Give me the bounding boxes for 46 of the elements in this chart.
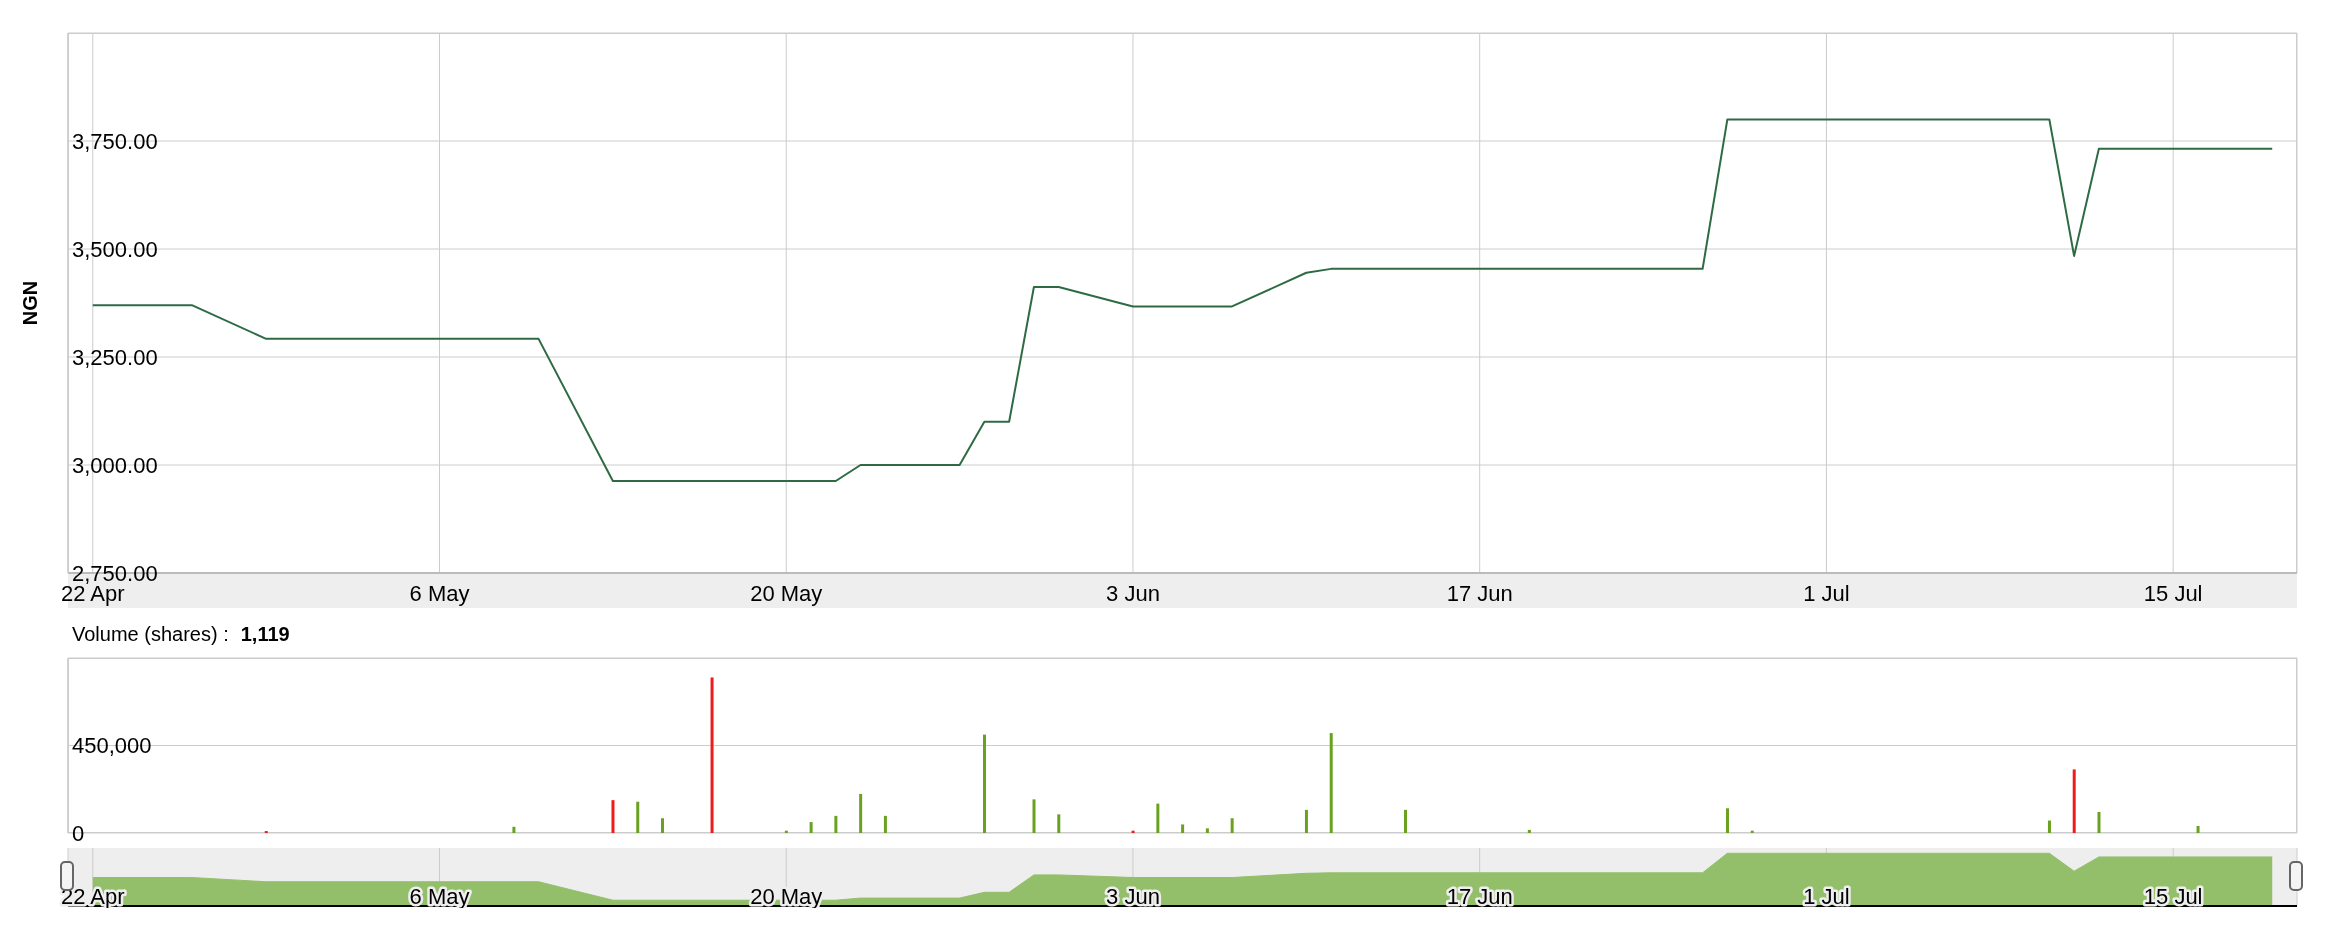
bar	[982, 734, 986, 833]
y-axis-title: NGN	[18, 280, 42, 326]
bar	[1725, 808, 1729, 833]
bar	[1304, 809, 1308, 833]
bar	[2196, 826, 2200, 833]
x-tick-label: 1 Jul	[1803, 884, 1850, 909]
y-tick-label: 450,000	[72, 733, 152, 759]
x-tick-label: 20 May	[750, 581, 823, 606]
bar	[710, 677, 714, 833]
x-tick-label: 3 Jun	[1106, 884, 1160, 909]
x-tick-label: 17 Jun	[1446, 581, 1513, 606]
x-tick-label: 6 May	[409, 581, 470, 606]
x-tick-label: 17 Jun	[1446, 884, 1513, 909]
x-tick-label: 1 Jul	[1803, 581, 1850, 606]
x-tick-label: 15 Jul	[2143, 581, 2203, 606]
bar	[2047, 820, 2051, 833]
bar	[2072, 769, 2076, 833]
bar	[1032, 799, 1036, 833]
text: 1,119	[240, 623, 290, 645]
bar	[1404, 809, 1408, 833]
x-tick-label: 3 Jun	[1106, 581, 1160, 606]
bar	[512, 826, 516, 833]
bar	[1230, 818, 1234, 833]
bar	[1057, 814, 1061, 833]
chart-title: Volume (shares) :	[72, 623, 229, 645]
y-tick-label: 3,000.00	[72, 452, 158, 478]
bar	[2097, 812, 2101, 833]
bar	[1527, 829, 1531, 833]
x-tick-label: 15 Jul	[2143, 884, 2203, 909]
bar	[859, 793, 863, 833]
x-tick-label: 6 May	[409, 884, 470, 909]
bar	[1329, 733, 1333, 833]
bar	[1205, 828, 1209, 833]
y-tick-label: 3,750.00	[72, 128, 158, 154]
bar	[883, 815, 887, 833]
bar	[1181, 824, 1185, 833]
bar	[1156, 803, 1160, 833]
y-tick-label: 2,750.00	[72, 560, 158, 586]
y-tick-label: 3,500.00	[72, 236, 158, 262]
bar	[661, 818, 665, 833]
y-tick-label: 3,250.00	[72, 344, 158, 370]
bar	[611, 800, 615, 833]
bar	[834, 815, 838, 833]
bar	[636, 801, 640, 833]
y-tick-label: 0	[72, 820, 85, 846]
bar	[809, 822, 813, 833]
